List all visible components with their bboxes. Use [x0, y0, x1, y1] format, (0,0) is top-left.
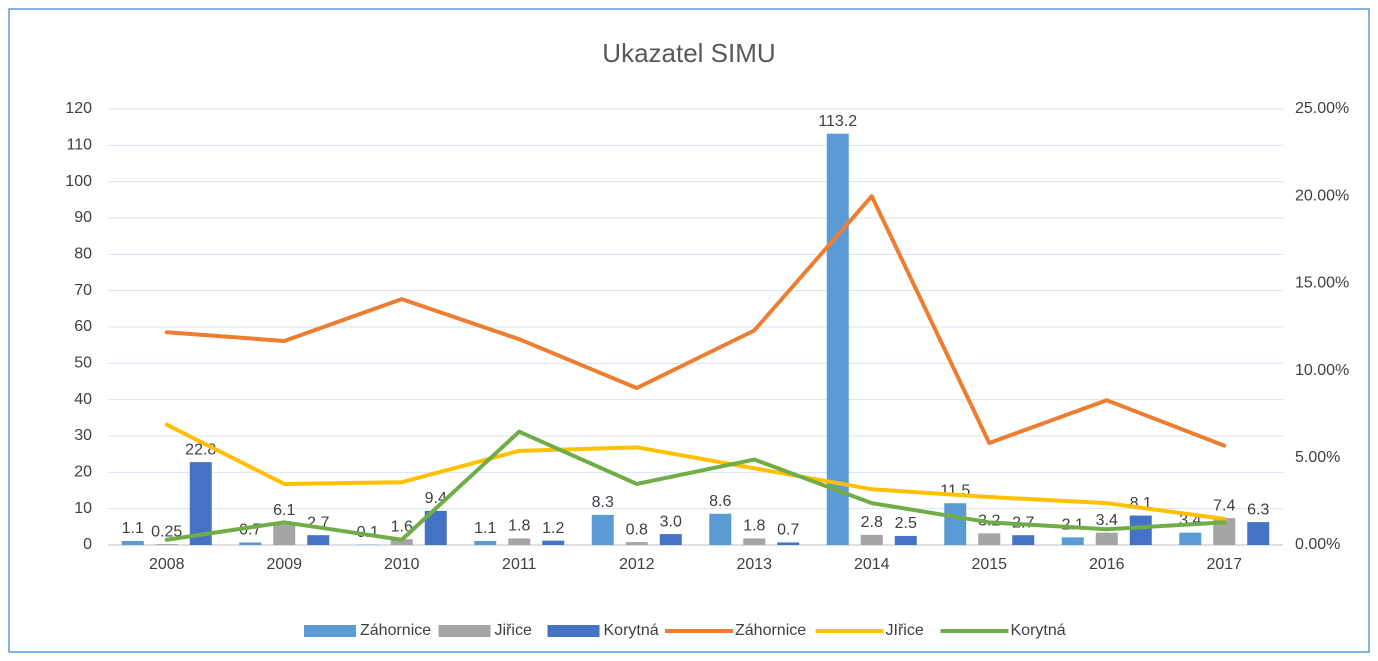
legend-swatch — [547, 625, 600, 637]
bar — [307, 535, 330, 545]
bar — [625, 542, 648, 545]
bar — [659, 534, 682, 545]
chart-border — [8, 8, 1370, 653]
y-tick-label: 120 — [65, 100, 92, 117]
data-label: 1.8 — [508, 518, 530, 535]
data-label: 0.25 — [151, 523, 182, 540]
y-tick-label: 30 — [74, 427, 92, 444]
y-tick-label: 20 — [74, 464, 92, 481]
legend-label: Korytná — [1011, 622, 1066, 639]
data-label: 3.0 — [660, 513, 682, 530]
bar — [709, 513, 732, 545]
data-label: 6.3 — [1247, 501, 1269, 518]
x-tick-label: 2016 — [1089, 556, 1125, 573]
data-label: 6.1 — [273, 502, 295, 519]
y2-tick-label: 25.00% — [1295, 100, 1349, 117]
y-tick-label: 60 — [74, 318, 92, 335]
data-label: 1.2 — [542, 520, 564, 537]
x-tick-label: 2015 — [971, 556, 1007, 573]
bar — [978, 533, 1001, 545]
bar — [1213, 518, 1236, 545]
y-tick-label: 70 — [74, 282, 92, 299]
x-tick-label: 2008 — [149, 556, 185, 573]
legend-label: Korytná — [604, 622, 659, 639]
bar — [239, 542, 262, 545]
y-tick-label: 100 — [65, 173, 92, 190]
y2-tick-label: 10.00% — [1295, 362, 1349, 379]
x-tick-label: 2009 — [266, 556, 302, 573]
bar — [542, 540, 565, 545]
data-label: 0.8 — [626, 521, 648, 538]
y-tick-label: 10 — [74, 500, 92, 517]
data-label: 113.2 — [818, 113, 857, 130]
x-tick-label: 2013 — [736, 556, 772, 573]
y-tick-label: 110 — [66, 137, 92, 154]
y-tick-label: 0 — [83, 536, 92, 553]
data-label: 8.6 — [709, 493, 731, 510]
line — [164, 429, 1227, 542]
bar — [155, 544, 178, 545]
x-tick-label: 2011 — [502, 556, 537, 573]
bar — [121, 541, 144, 545]
data-label: 2.5 — [895, 515, 917, 532]
bar — [826, 133, 849, 545]
line — [164, 194, 1227, 448]
bar — [508, 538, 531, 545]
bar — [860, 534, 883, 545]
legend-label: Záhornice — [735, 622, 806, 639]
bar — [1247, 522, 1270, 545]
legend-label: Záhornice — [360, 622, 431, 639]
data-label: 1.1 — [474, 520, 496, 537]
bar — [1179, 532, 1202, 545]
legend-swatch — [438, 625, 491, 637]
data-label: 7.4 — [1213, 497, 1235, 514]
bar — [273, 522, 296, 545]
bar — [591, 514, 614, 545]
y2-tick-label: 5.00% — [1295, 449, 1340, 466]
bar — [424, 510, 447, 545]
x-tick-label: 2017 — [1206, 556, 1242, 573]
bar — [390, 539, 413, 545]
bar — [189, 462, 212, 545]
bar — [474, 541, 497, 545]
bar — [777, 542, 800, 545]
data-label: 8.3 — [592, 494, 614, 511]
x-tick-label: 2010 — [384, 556, 420, 573]
line — [164, 422, 1227, 521]
legend-swatch — [304, 625, 356, 637]
y2-tick-label: 20.00% — [1295, 187, 1349, 204]
data-label: 2.8 — [861, 514, 883, 531]
bar — [944, 503, 967, 545]
x-tick-label: 2012 — [619, 556, 655, 573]
data-label: 1.6 — [391, 518, 413, 535]
y2-tick-label: 15.00% — [1295, 275, 1349, 292]
bar — [1095, 532, 1118, 545]
data-label: 1.1 — [122, 520, 144, 537]
y-tick-label: 90 — [74, 209, 92, 226]
data-label: 3.4 — [1096, 512, 1118, 529]
legend-label: JIřice — [886, 622, 924, 639]
x-tick-label: 2014 — [854, 556, 890, 573]
bar — [1012, 535, 1035, 545]
y-tick-label: 80 — [74, 246, 92, 263]
bar — [894, 535, 917, 545]
y2-tick-label: 0.00% — [1295, 536, 1340, 553]
data-label: 0.7 — [777, 522, 799, 539]
y-tick-label: 50 — [74, 355, 92, 372]
legend-label: Jiřice — [495, 622, 532, 639]
bar — [743, 538, 766, 545]
bar — [1129, 515, 1152, 545]
data-label: 1.8 — [743, 518, 765, 535]
y-tick-label: 40 — [74, 391, 92, 408]
chart-title: Ukazatel SIMU — [602, 38, 775, 68]
bar — [1061, 537, 1084, 545]
